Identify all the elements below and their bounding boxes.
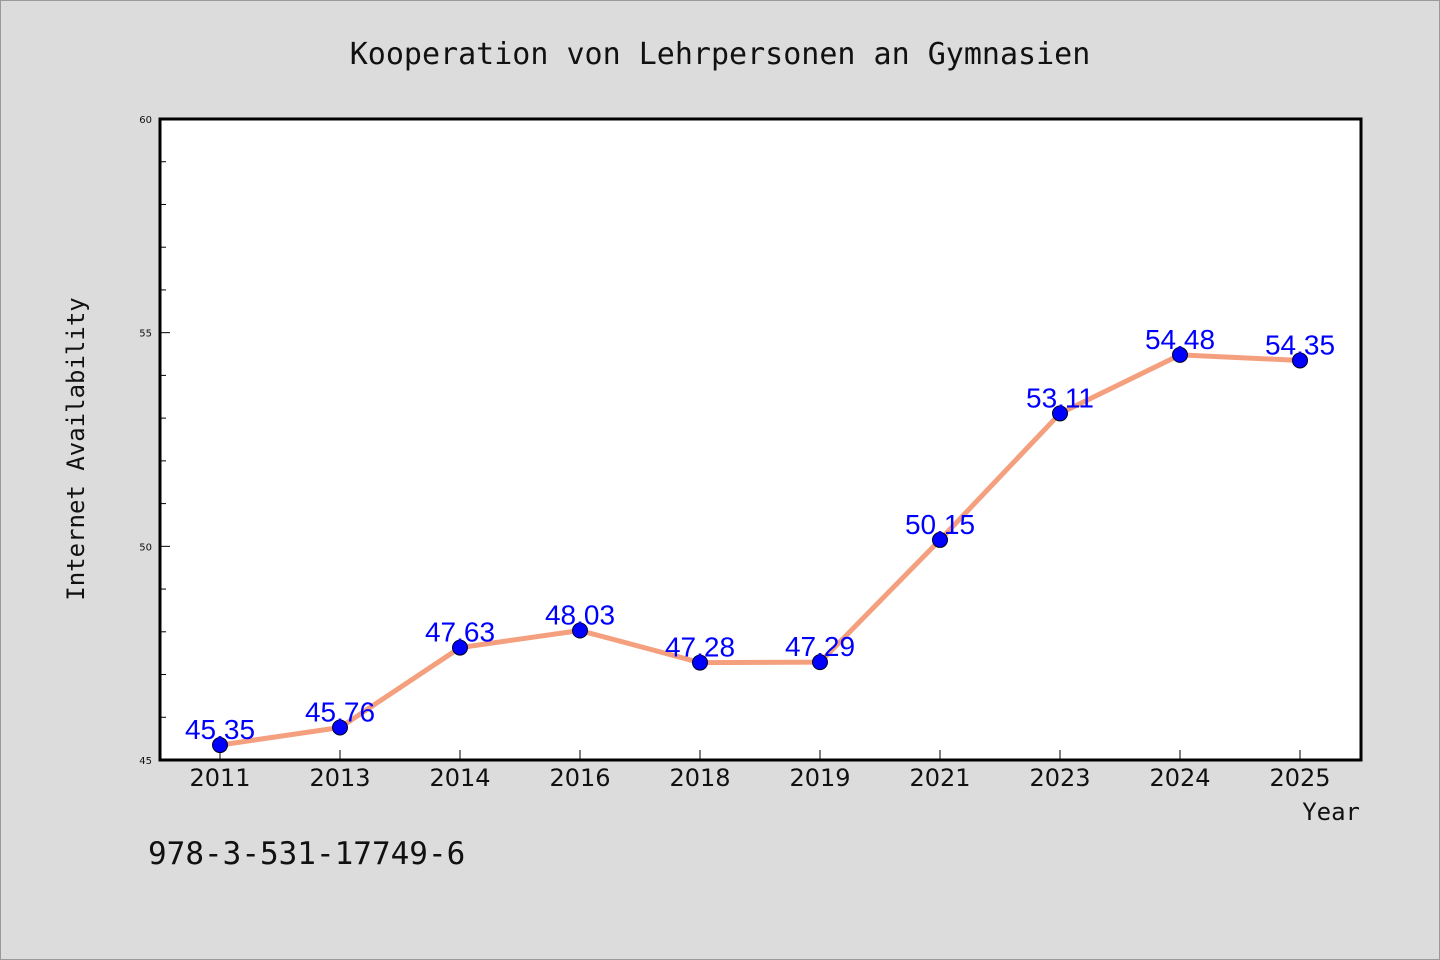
x-tick-label: 2014	[429, 764, 490, 792]
y-tick-label: 45	[139, 756, 152, 767]
data-point	[572, 622, 588, 639]
data-label: 47.63	[425, 617, 495, 648]
y-axis-ticks: 45 50 55 60	[139, 115, 170, 767]
x-tick-label: 2011	[189, 764, 250, 792]
data-label: 50.15	[905, 509, 975, 540]
x-tick-label: 2013	[309, 764, 370, 792]
data-label: 54.35	[1265, 329, 1335, 360]
data-point	[1052, 405, 1068, 422]
y-tick-label: 50	[139, 542, 152, 553]
x-axis-title: Year	[1302, 798, 1360, 826]
data-point	[812, 654, 828, 671]
x-tick-label: 2024	[1149, 764, 1210, 792]
data-label: 48.03	[545, 600, 615, 631]
data-point	[1172, 346, 1188, 363]
data-point	[452, 639, 468, 656]
x-tick-label: 2019	[789, 764, 850, 792]
y-axis-title: Internet Availability	[62, 297, 90, 600]
data-label: 45.35	[185, 714, 255, 745]
data-point	[212, 737, 228, 754]
x-tick-label: 2018	[669, 764, 730, 792]
y-tick-label: 60	[139, 115, 152, 126]
x-tick-label: 2023	[1029, 764, 1090, 792]
x-axis-ticks: 2011 2013 2014 2016 2018 2019 2021 2023 2024 2025	[189, 750, 1331, 792]
plot-area	[158, 117, 1363, 762]
x-tick-label: 2016	[549, 764, 610, 792]
data-point	[932, 531, 948, 548]
data-label: 47.28	[665, 632, 735, 663]
series-layer: 45.35 45.76 47.63 48.03 47.28 47.29 50.15 53.11…	[185, 324, 1335, 754]
chart-title: Kooperation von Lehrpersonen an Gymnasie…	[350, 37, 1091, 72]
data-label: 45.76	[305, 697, 375, 728]
data-label: 54.48	[1145, 324, 1215, 355]
data-label: 53.11	[1026, 382, 1094, 413]
x-tick-label: 2021	[909, 764, 970, 792]
data-point	[332, 719, 348, 736]
data-point	[692, 654, 708, 671]
data-label: 47.29	[785, 631, 855, 662]
data-point	[1292, 352, 1308, 369]
x-tick-label: 2025	[1269, 764, 1330, 792]
y-tick-label: 55	[139, 329, 152, 340]
series-line	[217, 352, 1303, 748]
footer-identifier: 978-3-531-17749-6	[148, 836, 465, 872]
